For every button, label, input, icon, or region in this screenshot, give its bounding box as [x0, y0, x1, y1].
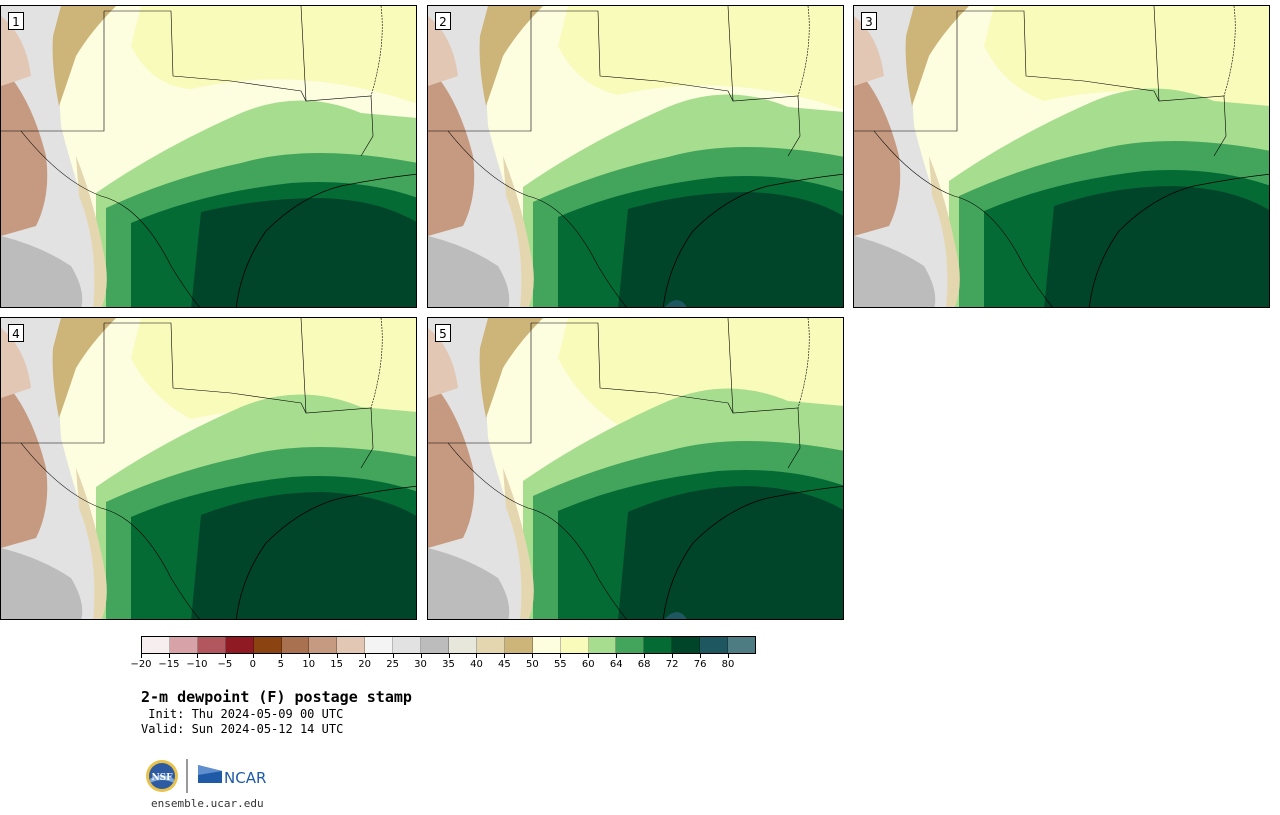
colorbar-tick	[196, 654, 198, 658]
colorbar-cell	[253, 637, 282, 653]
colorbar-tick-label: 68	[637, 659, 651, 670]
colorbar-cell	[169, 637, 198, 653]
colorbar-cell	[560, 637, 589, 653]
dewpoint-map	[1, 6, 416, 307]
colorbar-cell	[197, 637, 226, 653]
colorbar-cell	[532, 637, 561, 653]
colorbar-tick	[728, 654, 730, 658]
dewpoint-map	[1, 318, 416, 619]
colorbar-tick	[448, 654, 450, 658]
colorbar-tick	[224, 654, 226, 658]
map-panel-5[interactable]: 5	[427, 317, 844, 620]
colorbar-cell	[588, 637, 617, 653]
colorbar-tick-label: 45	[498, 659, 511, 670]
colorbar-cell	[281, 637, 310, 653]
colorbar-tick-label: 55	[553, 659, 567, 670]
site-url[interactable]: ensemble.ucar.edu	[151, 797, 264, 810]
colorbar-cell	[616, 637, 645, 653]
colorbar-tick-label: 40	[470, 659, 483, 670]
colorbar-tick	[168, 654, 170, 658]
colorbar-cell	[476, 637, 505, 653]
colorbar-cell	[504, 637, 533, 653]
dewpoint-map	[854, 6, 1269, 307]
dewpoint-map	[428, 318, 843, 619]
colorbar-tick	[504, 654, 506, 658]
colorbar-tick	[560, 654, 562, 658]
colorbar-cell	[225, 637, 254, 653]
map-panel-4[interactable]: 4	[0, 317, 417, 620]
map-panel-2[interactable]: 2	[427, 5, 844, 308]
dewpoint-map	[428, 6, 843, 307]
colorbar-cell	[644, 637, 673, 653]
colorbar-tick-label: 25	[386, 659, 399, 670]
colorbar-tick-label: 50	[525, 659, 539, 670]
colorbar-cell	[337, 637, 366, 653]
colorbar-tick	[308, 654, 310, 658]
colorbar-tick-label: 72	[665, 659, 679, 670]
valid-time: Valid: Sun 2024-05-12 14 UTC	[141, 722, 344, 736]
colorbar-cell	[700, 637, 729, 653]
colorbar-tick	[336, 654, 338, 658]
colorbar-tick	[280, 654, 282, 658]
colorbar-tick	[644, 654, 646, 658]
colorbar-tick-label: −15	[158, 659, 180, 670]
colorbar-tick-label: 35	[442, 659, 455, 670]
colorbar-tick-label: −20	[130, 659, 152, 670]
nsf-logo-icon: NSF	[146, 760, 178, 792]
colorbar	[141, 636, 756, 654]
colorbar-tick-label: 10	[302, 659, 316, 670]
colorbar-cell	[142, 637, 170, 653]
colorbar-cell	[448, 637, 477, 653]
colorbar-tick	[392, 654, 394, 658]
colorbar-cell	[365, 637, 394, 653]
colorbar-tick-label: 60	[581, 659, 595, 670]
colorbar-cell	[309, 637, 338, 653]
panel-number: 1	[8, 12, 24, 30]
init-time: Init: Thu 2024-05-09 00 UTC	[141, 707, 344, 721]
svg-text:NSF: NSF	[151, 773, 173, 783]
colorbar-tick	[700, 654, 702, 658]
ncar-logo-icon: NCAR	[198, 765, 266, 787]
colorbar-tick-label: 0	[249, 659, 256, 670]
colorbar-cell	[728, 637, 755, 653]
colorbar-ticks: −20 −15 −10 −5 0 5 10 15 20 25 30 35 40 45 50 55 60 64 68 7…	[130, 654, 756, 674]
colorbar-cell	[421, 637, 449, 653]
colorbar-tick	[252, 654, 254, 658]
logos[interactable]: NSF NCAR	[145, 757, 275, 795]
colorbar-tick	[588, 654, 590, 658]
colorbar-cell	[393, 637, 422, 653]
colorbar-tick	[364, 654, 366, 658]
colorbar-tick	[616, 654, 618, 658]
nsf-ncar-logo: NSF NCAR	[146, 759, 266, 793]
panel-number: 5	[435, 324, 451, 342]
colorbar-tick	[532, 654, 534, 658]
colorbar-tick-label: 15	[330, 659, 344, 670]
panel-number: 4	[8, 324, 24, 342]
colorbar-tick-label: −5	[217, 659, 233, 670]
colorbar-tick	[141, 654, 142, 658]
colorbar-tick-label: 20	[358, 659, 371, 670]
colorbar-cell	[672, 637, 701, 653]
svg-text:NCAR: NCAR	[224, 769, 266, 787]
map-panel-1[interactable]: 1	[0, 5, 417, 308]
page-title: 2-m dewpoint (F) postage stamp	[141, 688, 412, 706]
colorbar-tick-label: 76	[693, 659, 707, 670]
colorbar-tick-label: 80	[721, 659, 735, 670]
panel-number: 2	[435, 12, 451, 30]
map-panel-3[interactable]: 3	[853, 5, 1270, 308]
colorbar-tick	[672, 654, 674, 658]
colorbar-tick-label: 30	[414, 659, 427, 670]
colorbar-tick-label: 5	[277, 659, 284, 670]
colorbar-tick	[420, 654, 422, 658]
panel-number: 3	[861, 12, 877, 30]
colorbar-tick-label: −10	[186, 659, 208, 670]
colorbar-tick	[476, 654, 478, 658]
colorbar-tick-label: 64	[609, 659, 623, 670]
